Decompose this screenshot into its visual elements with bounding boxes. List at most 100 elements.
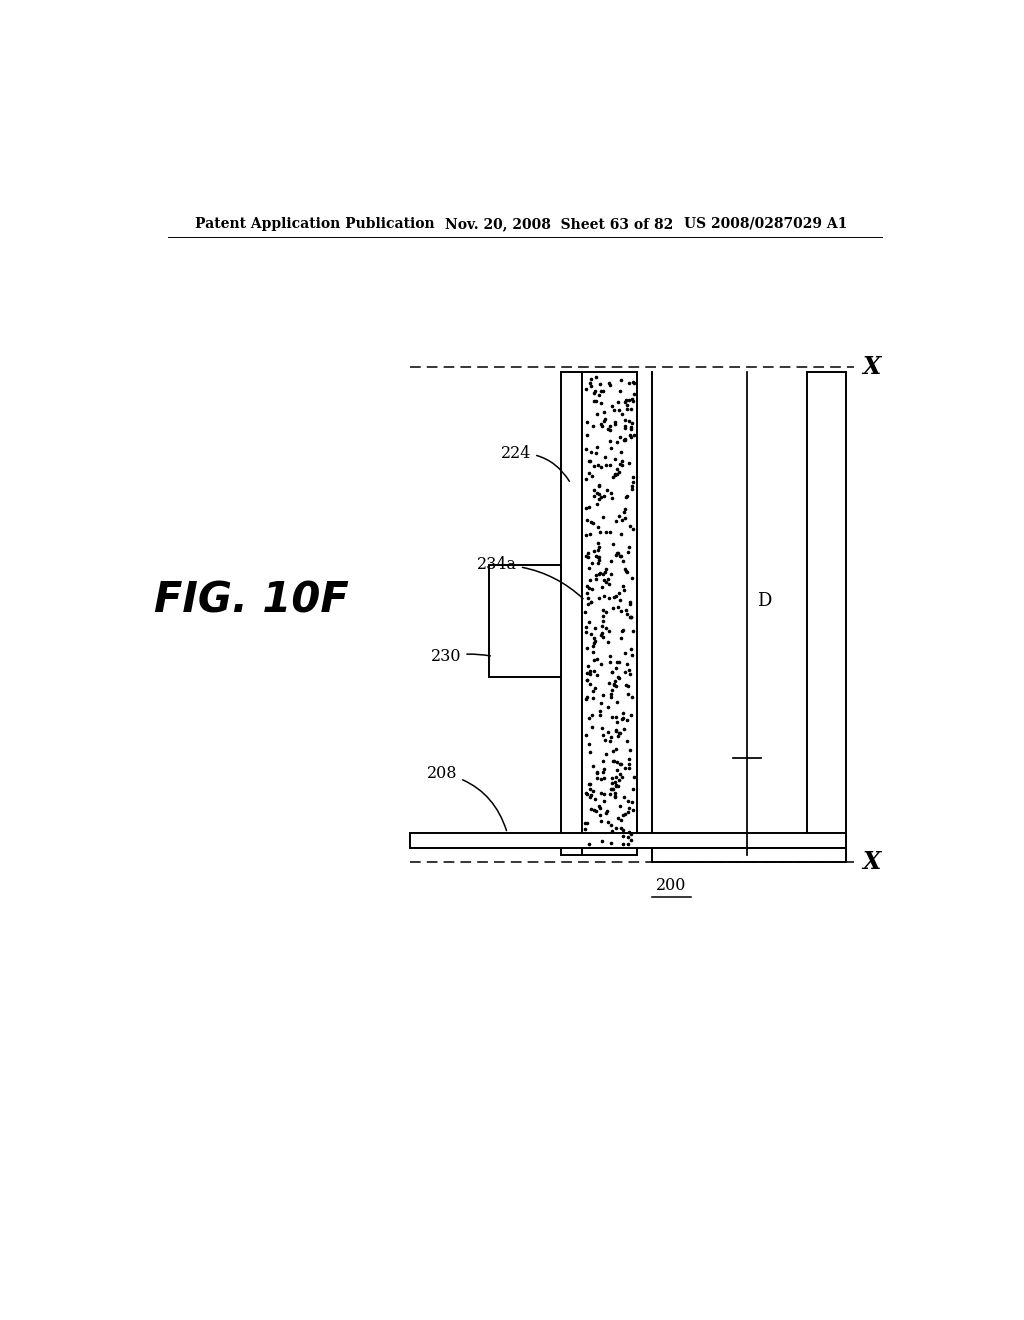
Point xyxy=(596,486,612,507)
Point xyxy=(588,545,604,566)
Point xyxy=(602,727,618,748)
Point xyxy=(602,454,618,475)
Point xyxy=(596,767,612,788)
Point xyxy=(607,414,624,436)
Point xyxy=(608,759,625,780)
Point xyxy=(581,734,597,755)
Point xyxy=(589,648,605,669)
Point xyxy=(598,558,614,579)
Point xyxy=(589,665,605,686)
Point xyxy=(580,587,596,609)
Point xyxy=(606,587,623,609)
Point xyxy=(581,557,597,578)
Point xyxy=(578,601,594,622)
Point xyxy=(602,430,618,451)
Point xyxy=(596,585,612,606)
Point xyxy=(625,644,641,665)
Point xyxy=(584,466,600,487)
Point xyxy=(595,758,611,779)
Point xyxy=(579,663,595,684)
Point xyxy=(602,416,618,437)
Point xyxy=(622,591,638,612)
Point xyxy=(624,791,640,812)
Point xyxy=(593,783,609,804)
Point xyxy=(587,380,603,401)
Point xyxy=(608,719,625,741)
Point xyxy=(581,496,597,517)
Point xyxy=(624,686,640,708)
Point xyxy=(600,697,616,718)
Point xyxy=(613,754,630,775)
Point xyxy=(600,569,616,590)
Point xyxy=(591,549,607,570)
Point xyxy=(610,506,627,527)
Point xyxy=(586,632,602,653)
Point xyxy=(589,494,605,515)
Point xyxy=(622,536,638,557)
Point xyxy=(580,593,596,614)
Point xyxy=(608,711,625,733)
Point xyxy=(582,742,598,763)
Point xyxy=(613,601,630,622)
Point xyxy=(593,413,609,434)
Point xyxy=(591,475,607,496)
Point xyxy=(605,741,622,762)
Point xyxy=(590,532,606,553)
Point xyxy=(593,653,609,675)
Point xyxy=(612,809,629,830)
Point xyxy=(620,801,636,822)
Point xyxy=(587,677,603,698)
Point xyxy=(605,466,622,487)
Point xyxy=(618,731,635,752)
Point xyxy=(613,767,630,788)
Point xyxy=(598,602,614,623)
Point xyxy=(595,606,611,627)
Point xyxy=(614,620,631,642)
Point xyxy=(592,797,608,818)
Point xyxy=(612,754,629,775)
Point xyxy=(621,791,637,812)
Point xyxy=(612,370,629,391)
Point xyxy=(580,669,596,690)
Point xyxy=(615,579,632,601)
Point xyxy=(612,524,629,545)
Point xyxy=(616,430,633,451)
Text: 224: 224 xyxy=(501,445,569,482)
Point xyxy=(621,372,637,393)
Point xyxy=(601,587,617,609)
Point xyxy=(594,830,610,851)
Point xyxy=(578,622,594,643)
Point xyxy=(598,572,614,593)
Point xyxy=(590,540,606,561)
Point xyxy=(611,400,628,421)
Point xyxy=(582,661,598,682)
Point xyxy=(599,812,615,833)
Point xyxy=(580,655,596,676)
Point xyxy=(595,626,611,647)
Point xyxy=(624,824,640,845)
Point xyxy=(608,692,625,713)
Text: D: D xyxy=(758,591,772,610)
Point xyxy=(579,510,595,531)
Point xyxy=(606,673,623,694)
Point xyxy=(616,558,633,579)
Point xyxy=(617,599,634,620)
Point xyxy=(608,817,625,838)
Point xyxy=(583,511,599,532)
Point xyxy=(626,384,642,405)
Point xyxy=(591,483,607,504)
Point xyxy=(611,722,628,743)
Point xyxy=(599,800,615,821)
Point xyxy=(581,577,597,598)
Point xyxy=(587,631,603,652)
Point xyxy=(611,582,628,603)
Point xyxy=(583,368,599,389)
Point xyxy=(607,463,624,484)
Point xyxy=(606,787,623,808)
Point xyxy=(624,639,640,660)
Point xyxy=(579,725,595,746)
Point xyxy=(590,517,606,539)
Point xyxy=(586,383,602,404)
Point xyxy=(613,708,630,729)
Point xyxy=(615,576,632,597)
